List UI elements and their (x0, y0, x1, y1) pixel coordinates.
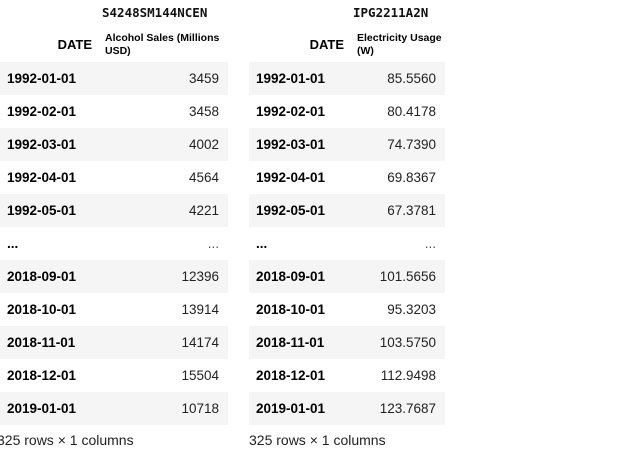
row-value: 10718 (181, 401, 219, 416)
header-row: DATE Electricity Usage (W) (249, 27, 445, 62)
index-header: DATE (309, 37, 344, 52)
table-row: 2019-01-01 10718 (0, 392, 228, 425)
row-value: 69.8367 (387, 170, 436, 185)
row-value: ... (207, 236, 219, 251)
row-index-date: 1992-02-01 (7, 104, 77, 119)
row-value: 3458 (188, 104, 219, 119)
table-row: 1992-02-01 80.4178 (249, 95, 445, 128)
row-index-date: 1992-01-01 (7, 71, 77, 86)
table-row: 2018-12-01 15504 (0, 359, 228, 392)
row-value: 103.5750 (379, 335, 436, 350)
dataframe-shape: 325 rows × 1 columns (0, 432, 134, 448)
row-value: 12396 (181, 269, 219, 284)
table-row: 1992-03-01 4002 (0, 128, 228, 161)
row-value: 74.7390 (387, 137, 436, 152)
row-index-date: 1992-04-01 (256, 170, 326, 185)
index-header: DATE (57, 37, 92, 52)
dataframe-table: DATE Electricity Usage (W) 1992-01-01 85.… (249, 27, 445, 425)
table-row: 1992-01-01 3459 (0, 62, 228, 95)
row-index-date: 1992-01-01 (256, 71, 326, 86)
row-index-date: 1992-04-01 (7, 170, 77, 185)
table-row: 2018-11-01 14174 (0, 326, 228, 359)
row-value: 14174 (181, 335, 219, 350)
table-row: 1992-05-01 4221 (0, 194, 228, 227)
row-index-date: 2018-10-01 (7, 302, 77, 317)
row-index-date: 1992-03-01 (256, 137, 326, 152)
row-value: 13914 (181, 302, 219, 317)
row-index-date: 1992-05-01 (256, 203, 326, 218)
row-index-date: 2019-01-01 (256, 401, 326, 416)
table-body: 1992-01-01 85.5560 1992-02-01 80.4178 1992-0… (249, 62, 445, 425)
table-row: 1992-04-01 69.8367 (249, 161, 445, 194)
column-id-label: S4248SM144NCEN (102, 5, 208, 20)
value-header: Electricity Usage (W) (357, 31, 442, 57)
row-value: 4564 (188, 170, 219, 185)
row-value: 95.3203 (387, 302, 436, 317)
row-value: 101.5656 (379, 269, 436, 284)
row-value: 4221 (188, 203, 219, 218)
row-value: 3459 (188, 71, 219, 86)
table-body: 1992-01-01 3459 1992-02-01 3458 1992-03-01 40… (0, 62, 228, 425)
row-value: 15504 (181, 368, 219, 383)
table-row: 2018-10-01 95.3203 (249, 293, 445, 326)
row-value: 4002 (188, 137, 219, 152)
row-value: 123.7687 (379, 401, 436, 416)
table-row: 2018-10-01 13914 (0, 293, 228, 326)
row-value: 85.5560 (387, 71, 436, 86)
value-header: Alcohol Sales (Millions USD) (105, 31, 220, 57)
row-index-date: 1992-05-01 (7, 203, 77, 218)
table-row: 1992-02-01 3458 (0, 95, 228, 128)
table-row: 1992-05-01 67.3781 (249, 194, 445, 227)
row-index-date: ... (7, 236, 19, 251)
row-index-date: 2018-09-01 (7, 269, 77, 284)
dataframe-table: DATE Alcohol Sales (Millions USD) 1992-0… (0, 27, 228, 425)
table-row: 1992-04-01 4564 (0, 161, 228, 194)
row-index-date: 2019-01-01 (7, 401, 77, 416)
row-value: 67.3781 (387, 203, 436, 218)
table-row: 2018-09-01 12396 (0, 260, 228, 293)
ellipsis-row: ...... (249, 227, 445, 260)
table-row: 2019-01-01 123.7687 (249, 392, 445, 425)
header-row: DATE Alcohol Sales (Millions USD) (0, 27, 228, 62)
row-index-date: 1992-02-01 (256, 104, 326, 119)
row-index-date: 1992-03-01 (7, 137, 77, 152)
row-index-date: 2018-11-01 (256, 335, 325, 350)
row-index-date: ... (256, 236, 268, 251)
row-value: 80.4178 (387, 104, 436, 119)
dataframe-shape: 325 rows × 1 columns (249, 432, 386, 448)
row-index-date: 2018-12-01 (256, 368, 326, 383)
row-index-date: 2018-09-01 (256, 269, 326, 284)
row-value: ... (424, 236, 436, 251)
row-index-date: 2018-12-01 (7, 368, 77, 383)
ellipsis-row: ...... (0, 227, 228, 260)
row-index-date: 2018-10-01 (256, 302, 326, 317)
table-row: 2018-12-01 112.9498 (249, 359, 445, 392)
row-value: 112.9498 (380, 368, 436, 383)
table-row: 2018-11-01 103.5750 (249, 326, 445, 359)
column-id-label: IPG2211A2N (353, 5, 429, 20)
table-row: 2018-09-01 101.5656 (249, 260, 445, 293)
row-index-date: 2018-11-01 (7, 335, 76, 350)
table-row: 1992-03-01 74.7390 (249, 128, 445, 161)
table-row: 1992-01-01 85.5560 (249, 62, 445, 95)
